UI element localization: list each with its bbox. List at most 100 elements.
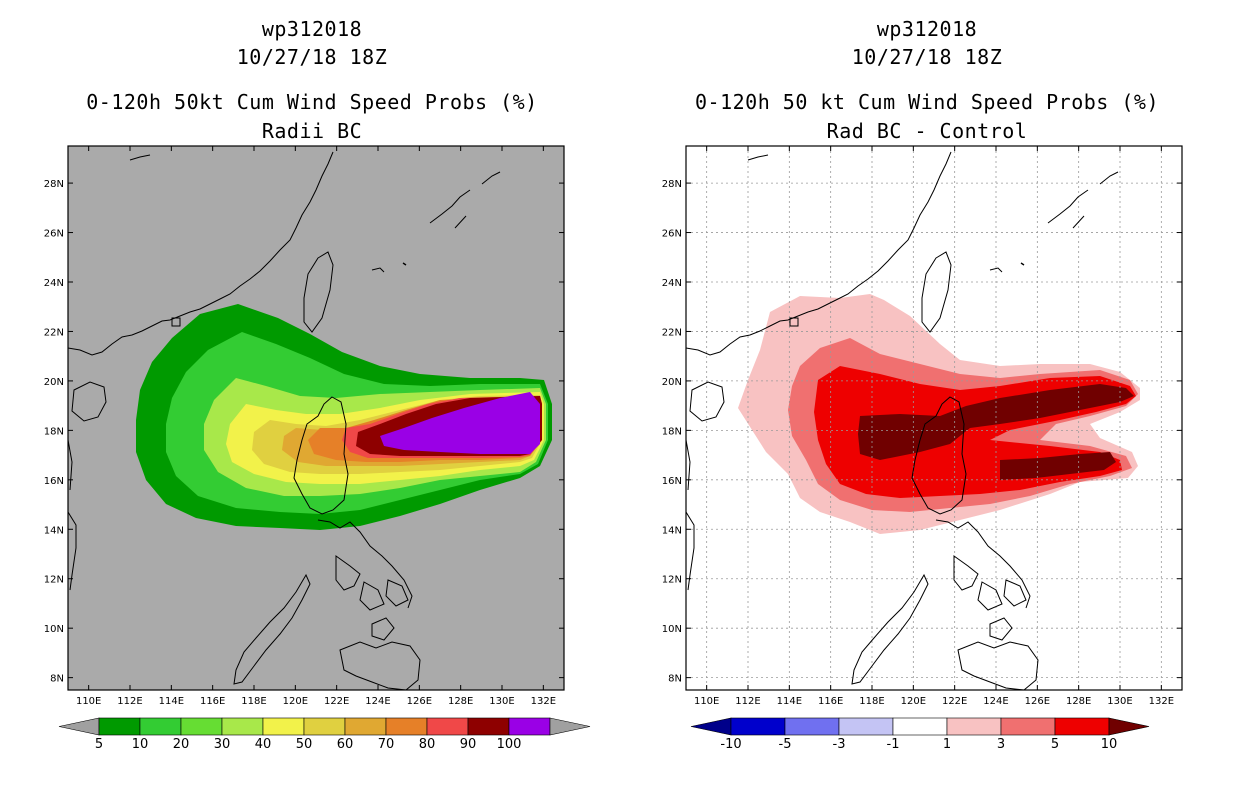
right-x-tick-label: 132E xyxy=(1149,696,1174,707)
left-x-tick-label: 110E xyxy=(76,696,101,707)
left-coastlines xyxy=(68,151,501,690)
right-date: 10/27/18 18Z xyxy=(851,45,1003,69)
right-colorbar-label: 3 xyxy=(997,737,1005,752)
right-colorbar-label: 10 xyxy=(1101,737,1118,752)
left-x-tick-label: 112E xyxy=(117,696,142,707)
left-colorbar-high-arrow xyxy=(549,717,591,736)
left-x-tick-label: 122E xyxy=(324,696,349,707)
left-colorbar-swatch xyxy=(303,717,346,736)
right-grid xyxy=(686,146,1182,690)
left-colorbar: 5 10 20 30 40 50 60 70 80 90 100 xyxy=(58,717,591,752)
left-x-tick-label: 118E xyxy=(241,696,266,707)
left-y-tick-label: 24N xyxy=(44,278,64,289)
left-colorbar-label: 10 xyxy=(132,737,149,752)
left-y-tick-label: 14N xyxy=(44,525,64,536)
left-colorbar-swatch xyxy=(385,717,428,736)
right-colorbar-label: 1 xyxy=(943,737,951,752)
right-x-tick-label: 112E xyxy=(735,696,760,707)
right-y-tick-label: 28N xyxy=(662,179,682,190)
left-x-tick-label: 130E xyxy=(489,696,514,707)
right-y-tick-label: 16N xyxy=(662,476,682,487)
left-x-tick-label: 116E xyxy=(200,696,225,707)
right-colorbar-low-arrow xyxy=(690,717,732,736)
right-colorbar-high-arrow xyxy=(1108,717,1150,736)
left-colorbar-label: 20 xyxy=(173,737,190,752)
left-colorbar-label: 70 xyxy=(378,737,395,752)
left-colorbar-swatch xyxy=(139,717,182,736)
left-colorbar-low-arrow xyxy=(58,717,100,736)
right-colorbar-label: -5 xyxy=(779,737,792,752)
right-y-tick-label: 18N xyxy=(662,426,682,437)
left-plot-frame xyxy=(67,145,565,691)
right-x-tick-label: 116E xyxy=(818,696,843,707)
left-contour-90 xyxy=(380,392,540,454)
left-x-tick-label: 132E xyxy=(531,696,556,707)
left-colorbar-swatch xyxy=(180,717,223,736)
right-plot: 110E 112E 114E 116E 118E 120E 122E 124E 126E 128E… xyxy=(662,145,1183,752)
right-y-tick-label: 22N xyxy=(662,327,682,338)
right-coastlines xyxy=(686,151,1119,690)
left-storm-id: wp312018 xyxy=(261,17,363,41)
left-colorbar-swatch xyxy=(508,717,551,736)
left-y-tick-label: 12N xyxy=(44,575,64,586)
right-colorbar-swatch xyxy=(784,717,840,736)
left-x-tick-label: 124E xyxy=(365,696,390,707)
right-plot-frame xyxy=(685,145,1183,691)
left-y-tick-label: 18N xyxy=(44,426,64,437)
left-colorbar-swatch xyxy=(221,717,264,736)
right-chart-subtitle: Rad BC - Control xyxy=(826,119,1028,143)
right-x-tick-label: 114E xyxy=(777,696,802,707)
left-colorbar-label: 100 xyxy=(497,737,522,752)
left-colorbar-label: 60 xyxy=(337,737,354,752)
left-y-tick-label: 16N xyxy=(44,476,64,487)
right-colorbar-swatch xyxy=(730,717,786,736)
right-colorbar-label: -10 xyxy=(720,737,741,752)
left-x-tick-label: 126E xyxy=(407,696,432,707)
right-colorbar-label: -1 xyxy=(887,737,900,752)
right-x-tick-label: 126E xyxy=(1025,696,1050,707)
right-y-tick-label: 24N xyxy=(662,278,682,289)
right-colorbar-swatch xyxy=(1000,717,1056,736)
right-y-tick-label: 14N xyxy=(662,525,682,536)
right-axis-ticks: 110E 112E 114E 116E 118E 120E 122E 124E 126E 128E… xyxy=(662,146,1182,707)
right-colorbar-swatch xyxy=(1054,717,1110,736)
right-x-tick-label: 120E xyxy=(901,696,926,707)
left-chart-title: 0-120h 50kt Cum Wind Speed Probs (%) xyxy=(86,90,538,114)
left-colorbar-swatch xyxy=(344,717,387,736)
right-colorbar-label: 5 xyxy=(1051,737,1059,752)
right-difference-field xyxy=(738,294,1140,534)
right-x-tick-label: 122E xyxy=(942,696,967,707)
left-y-tick-label: 20N xyxy=(44,377,64,388)
right-y-tick-label: 26N xyxy=(662,229,682,240)
right-colorbar-swatch xyxy=(946,717,1002,736)
right-y-tick-label: 20N xyxy=(662,377,682,388)
left-colorbar-label: 90 xyxy=(460,737,477,752)
right-colorbar-label: -3 xyxy=(833,737,846,752)
right-y-tick-label: 10N xyxy=(662,624,682,635)
right-colorbar: -10 -5 -3 -1 1 3 5 10 xyxy=(690,717,1150,752)
left-y-tick-label: 28N xyxy=(44,179,64,190)
left-y-tick-label: 26N xyxy=(44,229,64,240)
left-chart-subtitle: Radii BC xyxy=(261,119,363,143)
right-y-tick-label: 8N xyxy=(668,674,682,685)
left-colorbar-swatch xyxy=(98,717,141,736)
right-y-tick-label: 12N xyxy=(662,575,682,586)
left-x-tick-label: 120E xyxy=(283,696,308,707)
left-colorbar-swatch xyxy=(467,717,510,736)
right-x-tick-label: 128E xyxy=(1066,696,1091,707)
left-colorbar-swatch xyxy=(426,717,469,736)
left-y-tick-label: 8N xyxy=(50,674,64,685)
left-date: 10/27/18 18Z xyxy=(236,45,388,69)
right-storm-id: wp312018 xyxy=(876,17,978,41)
left-colorbar-label: 50 xyxy=(296,737,313,752)
left-y-tick-label: 22N xyxy=(44,327,64,338)
left-colorbar-label: 80 xyxy=(419,737,436,752)
left-plot: 110E 112E 114E 116E 118E 120E 122E 124E 126E 128E… xyxy=(44,145,591,752)
right-x-tick-label: 124E xyxy=(983,696,1008,707)
left-colorbar-label: 40 xyxy=(255,737,272,752)
left-y-tick-label: 10N xyxy=(44,624,64,635)
right-x-tick-label: 110E xyxy=(694,696,719,707)
left-x-tick-label: 114E xyxy=(159,696,184,707)
left-x-tick-label: 128E xyxy=(448,696,473,707)
